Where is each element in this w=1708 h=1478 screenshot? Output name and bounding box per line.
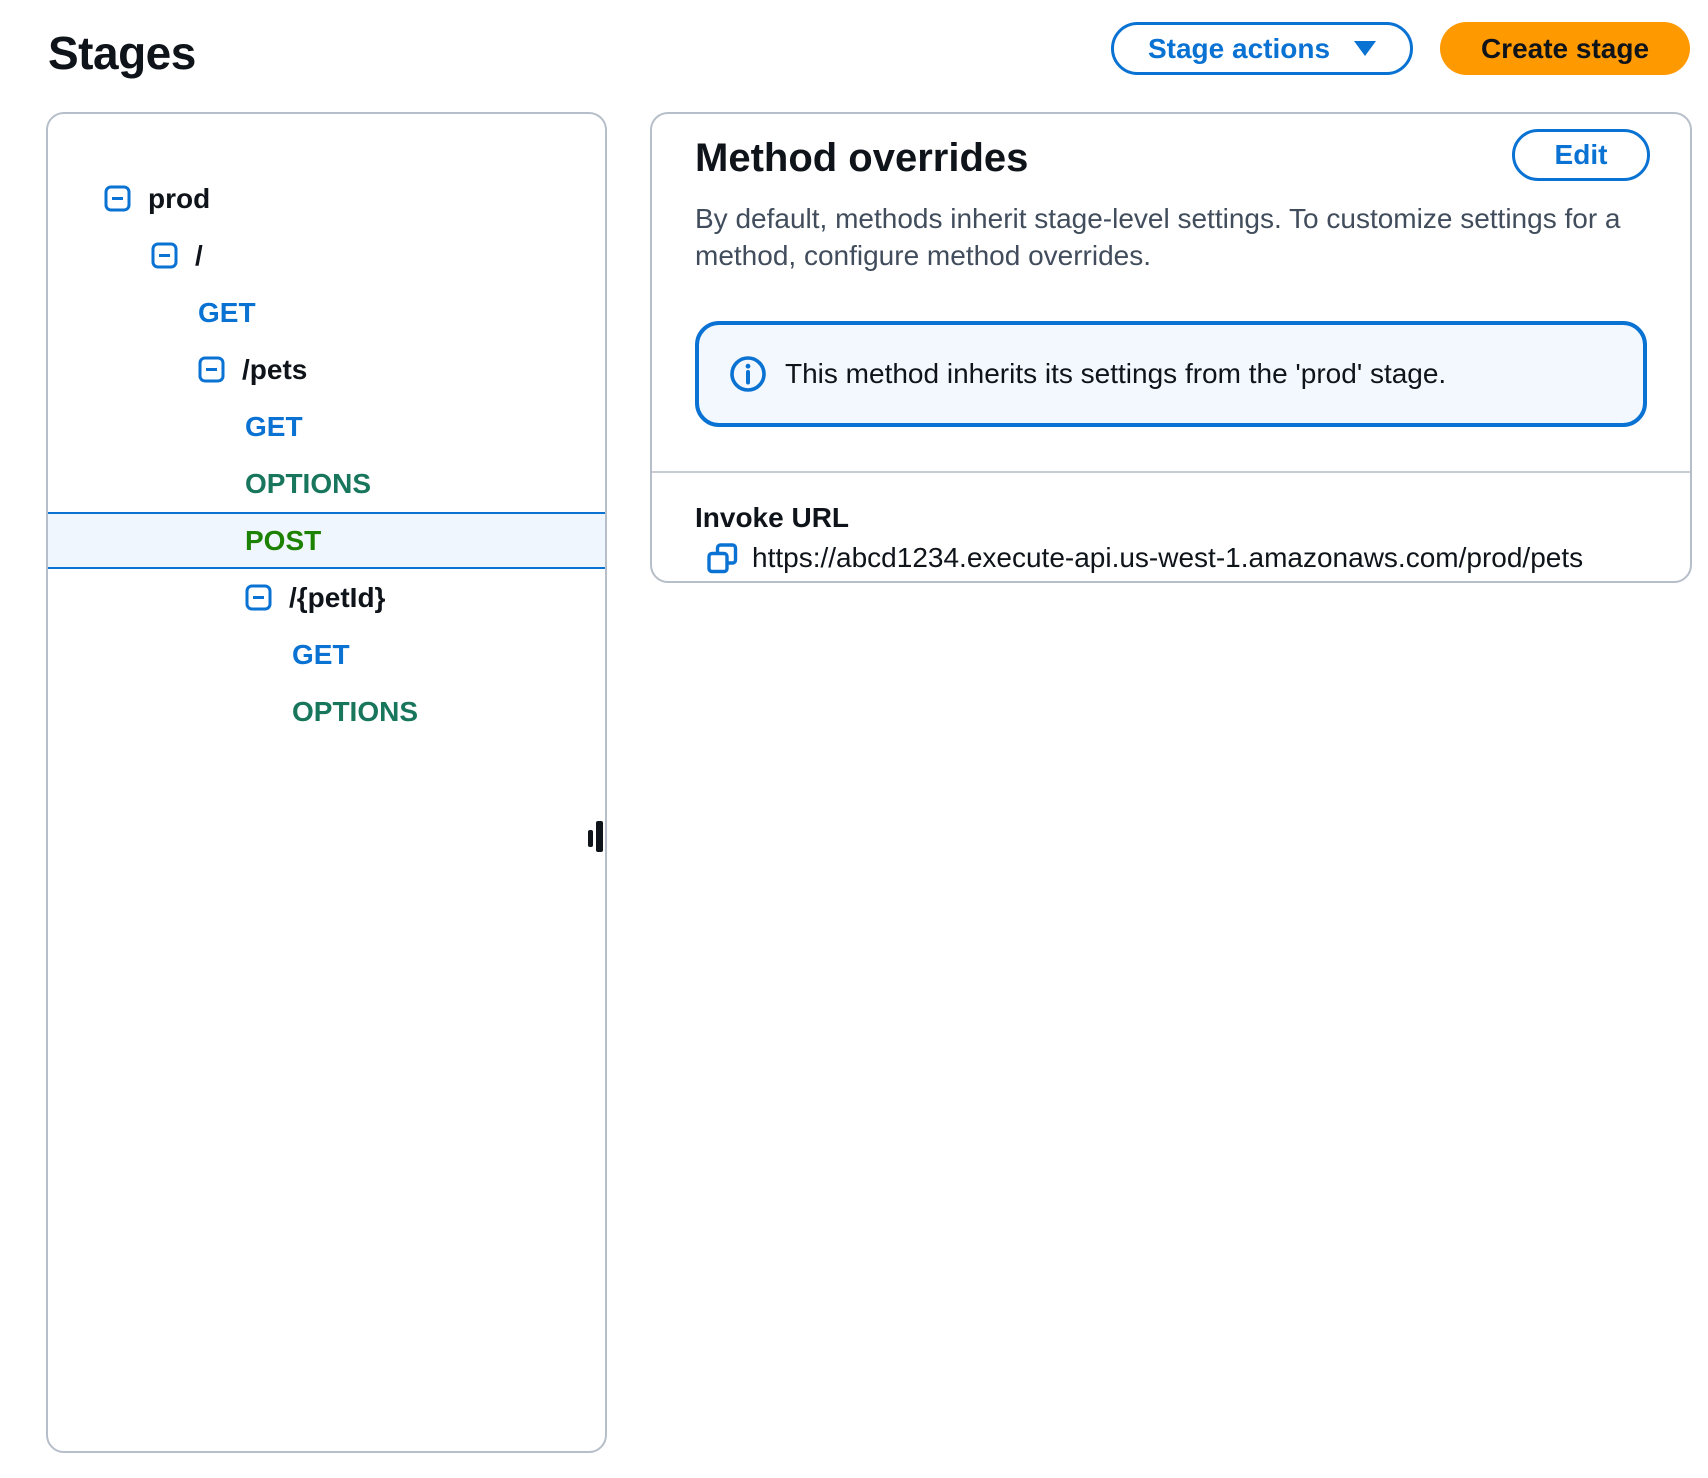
tree-item-label: GET: [292, 638, 350, 670]
tree-item-method-options[interactable]: OPTIONS: [48, 683, 605, 740]
stage-actions-label: Stage actions: [1147, 32, 1331, 64]
tree-item-label: GET: [245, 410, 303, 442]
collapse-toggle-icon[interactable]: [151, 242, 178, 269]
edit-button[interactable]: Edit: [1512, 129, 1650, 181]
method-overrides-card: Method overrides Edit By default, method…: [650, 112, 1692, 583]
tree-item-label: /pets: [242, 353, 308, 385]
tree-item-method-options[interactable]: OPTIONS: [48, 455, 605, 512]
invoke-url-value: https://abcd1234.execute-api.us-west-1.a…: [752, 542, 1584, 573]
info-icon: [730, 356, 766, 392]
card-title: Method overrides: [695, 136, 1029, 180]
tree-item-label: /: [195, 239, 203, 271]
card-description: By default, methods inherit stage-level …: [695, 203, 1621, 271]
create-stage-label: Create stage: [1480, 32, 1650, 64]
tree-item-root[interactable]: /: [48, 227, 605, 284]
invoke-url-row: https://abcd1234.execute-api.us-west-1.a…: [707, 542, 1583, 574]
panel-resize-handle-icon[interactable]: [588, 830, 593, 847]
collapse-toggle-icon[interactable]: [198, 356, 225, 383]
collapse-toggle-icon[interactable]: [245, 584, 272, 611]
tree-item-pets[interactable]: /pets: [48, 341, 605, 398]
tree-item-method-get[interactable]: GET: [48, 284, 605, 341]
resource-tree-panel: prod / GET /pets GET OPTIONS POST /{petI…: [46, 112, 607, 1453]
chevron-down-icon: [1354, 41, 1377, 56]
resource-tree: prod / GET /pets GET OPTIONS POST /{petI…: [48, 170, 605, 740]
inherit-settings-alert: This method inherits its settings from t…: [695, 321, 1647, 427]
create-stage-button[interactable]: Create stage: [1440, 22, 1690, 75]
tree-item-label: /{petId}: [289, 581, 386, 613]
edit-button-label: Edit: [1554, 139, 1608, 170]
page-title: Stages: [48, 27, 196, 79]
copy-icon[interactable]: [707, 542, 738, 574]
alert-text: This method inherits its settings from t…: [785, 358, 1447, 389]
tree-item-prod[interactable]: prod: [48, 170, 605, 227]
tree-item-method-get[interactable]: GET: [48, 626, 605, 683]
tree-item-label: prod: [148, 182, 211, 214]
tree-item-label: GET: [198, 296, 256, 328]
card-divider: [652, 471, 1690, 473]
tree-item-label: OPTIONS: [292, 695, 419, 727]
stage-actions-button[interactable]: Stage actions: [1111, 22, 1413, 75]
panel-resize-handle[interactable]: [596, 821, 603, 852]
tree-item-label: POST: [245, 524, 322, 556]
tree-item-petId[interactable]: /{petId}: [48, 569, 605, 626]
tree-item-method-get[interactable]: GET: [48, 398, 605, 455]
collapse-toggle-icon[interactable]: [104, 185, 131, 212]
tree-item-label: OPTIONS: [245, 467, 372, 499]
invoke-url-label: Invoke URL: [695, 502, 850, 533]
tree-item-method-post[interactable]: POST: [48, 512, 605, 569]
